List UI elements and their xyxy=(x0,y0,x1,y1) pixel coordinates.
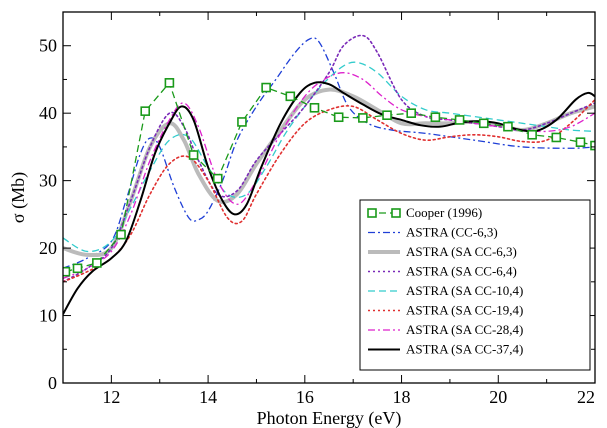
data-point-marker xyxy=(261,82,271,93)
y-tick-label: 20 xyxy=(39,238,57,258)
series-line xyxy=(63,34,595,283)
x-axis-label: Photon Energy (eV) xyxy=(257,408,402,428)
series-layer xyxy=(63,34,595,315)
data-point-marker xyxy=(237,117,247,127)
legend-label: Cooper (1996) xyxy=(406,205,482,220)
data-point-marker xyxy=(454,115,465,125)
legend-label: ASTRA (SA CC-19,4) xyxy=(406,303,523,318)
legend: Cooper (1996) ASTRA (CC-6,3) ASTRA (SA CC-… xyxy=(359,199,591,371)
legend-item: ASTRA (SA CC-6,4) xyxy=(368,264,517,279)
series-2 xyxy=(63,87,595,258)
series-line xyxy=(63,98,595,283)
legend-label: ASTRA (SA CC-6,4) xyxy=(406,264,517,279)
x-tick-label: 16 xyxy=(296,387,314,407)
data-point-marker xyxy=(358,113,368,123)
x-tick-label: 12 xyxy=(102,387,120,407)
legend-item: ASTRA (SA CC-6,3) xyxy=(368,244,517,259)
data-point-marker xyxy=(478,118,489,129)
data-point-marker xyxy=(382,110,392,121)
series-line xyxy=(63,37,595,269)
data-point-marker xyxy=(164,78,175,88)
x-tick-label: 14 xyxy=(199,387,217,407)
series-line xyxy=(63,87,595,258)
legend-item: ASTRA (SA CC-10,4) xyxy=(368,283,523,298)
data-point-marker xyxy=(188,150,199,160)
series-1 xyxy=(63,37,595,269)
data-point-marker xyxy=(285,91,296,102)
x-tick-label: 18 xyxy=(393,387,411,407)
y-tick-label: 40 xyxy=(39,103,57,123)
series-6 xyxy=(63,72,595,280)
y-tick-label: 50 xyxy=(39,36,57,56)
data-point-marker xyxy=(140,106,151,116)
ticks-layer: 12 14 16 18 20 22 0 10 20 30 40 50 xyxy=(39,11,596,407)
legend-label: ASTRA (SA CC-37,4) xyxy=(406,342,523,357)
data-point-marker xyxy=(72,263,83,274)
data-point-marker xyxy=(590,140,595,151)
x-tick-label: 20 xyxy=(489,387,507,407)
legend-box xyxy=(359,199,591,371)
legend-label: ASTRA (SA CC-6,3) xyxy=(406,244,517,259)
y-tick-label: 30 xyxy=(39,171,57,191)
data-point-marker xyxy=(63,266,71,277)
data-point-marker xyxy=(92,258,102,268)
data-point-marker xyxy=(551,132,562,143)
data-point-marker xyxy=(575,137,586,147)
x-tick-label: 22 xyxy=(577,387,595,407)
legend-item: ASTRA (SA CC-28,4) xyxy=(368,322,523,337)
legend-label: ASTRA (CC-6,3) xyxy=(406,225,498,240)
data-point-marker xyxy=(430,112,441,123)
data-point-marker xyxy=(333,112,344,123)
series-5 xyxy=(63,98,595,283)
legend-marker xyxy=(367,208,377,218)
legend-item: Cooper (1996) xyxy=(367,205,482,220)
plot-frame xyxy=(62,11,596,384)
data-point-marker xyxy=(116,229,126,240)
series-3 xyxy=(63,34,595,283)
legend-item: ASTRA (CC-6,3) xyxy=(368,225,498,240)
data-point-marker xyxy=(212,173,223,184)
y-tick-label: 10 xyxy=(39,306,57,326)
series-0 xyxy=(63,78,595,277)
data-point-marker xyxy=(527,129,537,140)
legend-item: ASTRA (SA CC-19,4) xyxy=(368,303,523,318)
data-point-marker xyxy=(406,108,417,118)
series-line xyxy=(63,72,595,280)
legend-label: ASTRA (SA CC-28,4) xyxy=(406,322,523,337)
data-point-marker xyxy=(309,102,320,113)
y-tick-label: 0 xyxy=(48,373,57,393)
data-point-marker xyxy=(503,121,513,132)
legend-item: ASTRA (SA CC-37,4) xyxy=(368,342,523,357)
legend-marker xyxy=(391,208,401,218)
legend-label: ASTRA (SA CC-10,4) xyxy=(406,283,523,298)
y-axis-label: σ (Mb) xyxy=(8,172,29,223)
